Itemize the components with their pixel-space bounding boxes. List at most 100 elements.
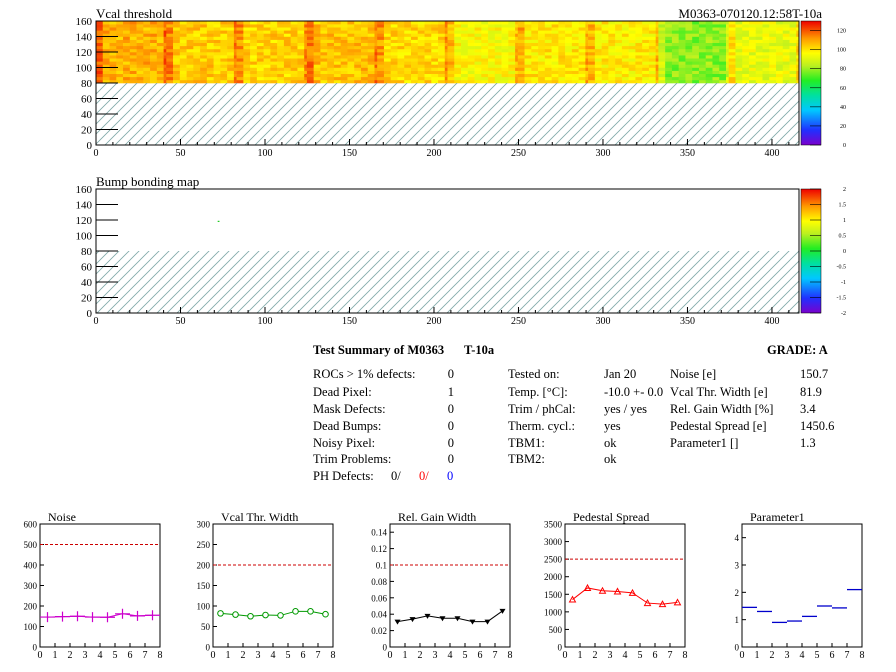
heat-cell [200, 33, 208, 37]
heat-cell [333, 42, 341, 47]
heat-cell [250, 64, 258, 68]
heat-cell [270, 76, 278, 81]
heat-cell [488, 64, 496, 68]
x-tick-label: 2 [241, 650, 246, 661]
heat-cell [658, 64, 666, 68]
heat-cell [220, 33, 228, 37]
heat-cell [320, 21, 328, 25]
heat-cell [377, 42, 385, 47]
heat-cell [163, 45, 167, 50]
heat-cell [474, 33, 482, 37]
heat-cell [642, 58, 650, 62]
heat-cell [658, 39, 666, 43]
heat-cell [692, 42, 700, 47]
heat-cell [270, 48, 278, 53]
heat-cell [438, 76, 446, 81]
heat-cell [544, 61, 552, 65]
heat-cell [501, 39, 509, 43]
heat-cell [755, 76, 763, 81]
heat-cell [377, 30, 385, 34]
heat-cell [742, 42, 750, 47]
heat-cell [461, 76, 469, 81]
heat-cell [173, 73, 181, 78]
heat-cell [728, 45, 736, 50]
heat-cell [313, 73, 321, 78]
heat-cell [481, 48, 489, 53]
heat-cell [588, 55, 596, 59]
y-tick-label: 60 [81, 262, 93, 274]
heat-cell [313, 58, 321, 62]
heat-cell [116, 42, 124, 47]
heat-cell [725, 58, 729, 62]
heat-cell [628, 36, 636, 40]
bump-bonding-map: Bump bonding map 0 50 100 150 200 250 300 350 40… [76, 174, 847, 327]
heat-cell [538, 33, 546, 37]
heat-cell [438, 27, 446, 31]
heat-cell [397, 30, 405, 34]
heat-cell [367, 64, 375, 68]
heat-cell [782, 45, 790, 50]
heat-cell [236, 45, 244, 50]
heat-cell [494, 70, 502, 74]
heat-cell [96, 33, 104, 37]
heat-cell [327, 73, 335, 78]
heat-cell [551, 36, 559, 40]
heat-cell [263, 52, 271, 56]
heat-cell [374, 21, 378, 25]
x-tick-label: 3 [433, 650, 438, 661]
heat-cell [367, 33, 375, 37]
heat-cell [748, 33, 757, 37]
heat-cell [277, 36, 285, 40]
heat-cell [320, 24, 328, 28]
heat-cell [374, 33, 378, 37]
heat-cell [742, 76, 750, 81]
heat-cell [524, 58, 532, 62]
heat-cell [585, 39, 589, 43]
heat-cell [538, 27, 546, 31]
chart-title: Noise [48, 510, 76, 524]
heat-cell [377, 61, 385, 65]
heat-cell [558, 36, 566, 40]
heat-cell [488, 39, 496, 43]
heat-cell [360, 27, 369, 31]
heat-cell [488, 24, 496, 28]
x-tick-label: 300 [595, 148, 610, 159]
x-tick-label: 350 [680, 316, 695, 327]
x-tick-label: 3 [256, 650, 261, 661]
heat-cell [250, 55, 258, 59]
heat-cell [220, 70, 228, 74]
ph-defects-value-2: 0/ [419, 469, 429, 483]
heat-cell [143, 21, 151, 25]
data-point [262, 611, 269, 619]
heat-cell [467, 21, 475, 25]
heat-cell [705, 45, 713, 50]
heat-cell [642, 79, 650, 84]
heat-cell [417, 27, 425, 31]
heat-cell [304, 79, 308, 84]
heat-cell [143, 76, 151, 81]
heat-cell [340, 36, 348, 40]
heat-cell [796, 64, 800, 68]
heat-cell [236, 76, 244, 81]
heat-cell [143, 52, 151, 56]
heat-cell [374, 58, 378, 62]
heat-cell [304, 52, 308, 56]
heat-cell [417, 61, 425, 65]
heat-cell [796, 70, 800, 74]
heat-cell [243, 61, 251, 65]
heat-cell [796, 39, 800, 43]
heat-cell [404, 42, 412, 47]
heat-cell [220, 61, 228, 65]
heat-cell [360, 64, 369, 68]
heat-cell [193, 70, 201, 74]
data-point [628, 588, 637, 596]
heat-cell [327, 67, 335, 71]
heat-cell [748, 24, 757, 28]
heat-cell [748, 64, 757, 68]
heat-cell [410, 76, 419, 81]
heat-cell [347, 30, 355, 34]
heat-cell [347, 48, 355, 53]
x-tick-label: 400 [764, 148, 779, 159]
heat-cell [585, 73, 589, 78]
heat-cell [200, 73, 208, 78]
